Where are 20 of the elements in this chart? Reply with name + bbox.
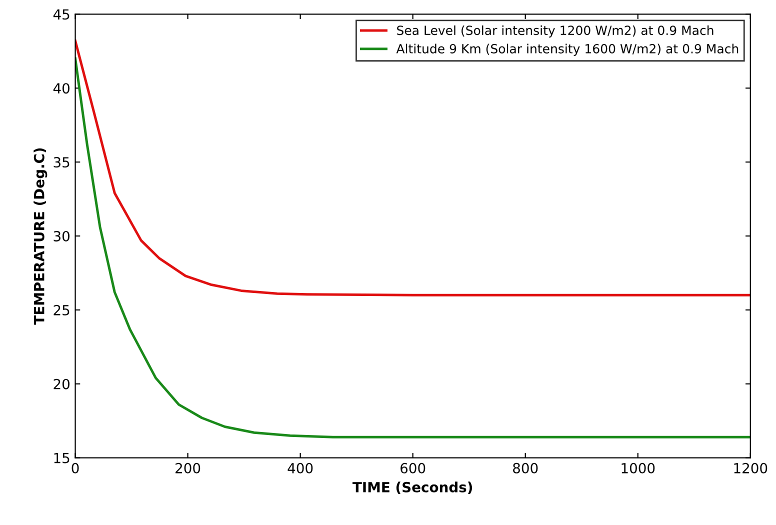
y-tick-label: 15 [54, 452, 70, 464]
x-axis-title: TIME (Seconds) [352, 482, 472, 494]
x-tick-label: 0 [72, 462, 79, 474]
line-series [75, 57, 750, 438]
x-tick-label: 1000 [622, 462, 655, 474]
x-tick-label: 800 [513, 462, 538, 474]
x-tick-label: 600 [400, 462, 426, 474]
legend-label: Sea Level (Solar intensity 1200 W/m2) at 0.9 Mach [397, 25, 714, 38]
x-tick-label: 200 [176, 462, 200, 474]
y-tick-label: 30 [54, 230, 70, 242]
line-series [75, 40, 750, 296]
y-axis-title: TEMPERATURE (Deg.C) [34, 148, 48, 325]
y-tick-label: 25 [54, 304, 70, 316]
x-tick-label: 1200 [734, 462, 768, 474]
x-tick-label: 400 [288, 462, 313, 474]
y-tick-label: 35 [54, 157, 70, 168]
y-tick-label: 45 [53, 9, 70, 20]
y-tick-label: 20 [54, 378, 70, 390]
y-tick-label: 40 [53, 83, 70, 94]
legend-label: Altitude 9 Km (Solar intensity 1600 W/m2) at 0.9 Mach [396, 44, 738, 56]
